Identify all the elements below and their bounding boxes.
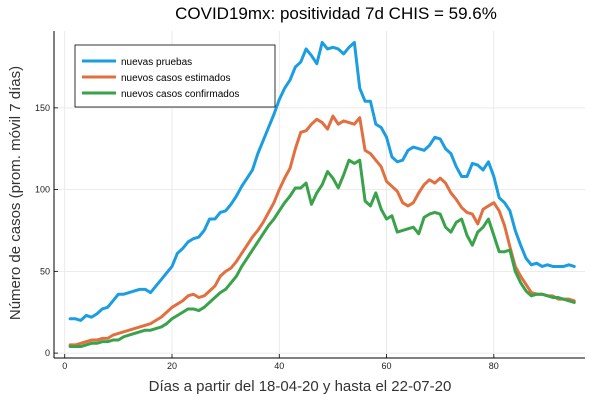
legend-label-casos-estimados: nuevos casos estimados: [121, 73, 231, 84]
series-line-2: [68, 158, 576, 349]
y-tick-label: 150: [35, 103, 50, 113]
axes: [53, 31, 585, 359]
x-tick-label: 80: [489, 361, 499, 371]
y-tick-label: 0: [45, 348, 50, 358]
legend-label-casos-confirmados: nuevos casos confirmados: [121, 89, 239, 100]
series-line-1: [68, 114, 576, 347]
series-layer: [68, 40, 576, 349]
y-axis-label: Número de casos (prom. móvil 7 días): [7, 66, 24, 320]
series-line-0: [68, 40, 576, 322]
y-tick-label: 100: [35, 185, 50, 195]
x-tick-label: 60: [382, 361, 392, 371]
x-tick-label: 0: [62, 361, 67, 371]
legend-label-nuevas-pruebas: nuevas pruebas: [121, 57, 192, 68]
grid: [54, 31, 585, 358]
x-axis-label: Días a partir del 18-04-20 y hasta el 22…: [149, 378, 452, 395]
chart-title: COVID19mx: positividad 7d CHIS = 59.6%: [175, 4, 497, 23]
x-tick-label: 20: [167, 361, 177, 371]
x-tick-label: 40: [274, 361, 284, 371]
legend: nuevas pruebas nuevos casos estimados nu…: [74, 44, 276, 108]
ticks: 0 20 40 60 80 0 50 100 150: [35, 103, 499, 371]
y-tick-label: 50: [40, 266, 50, 276]
